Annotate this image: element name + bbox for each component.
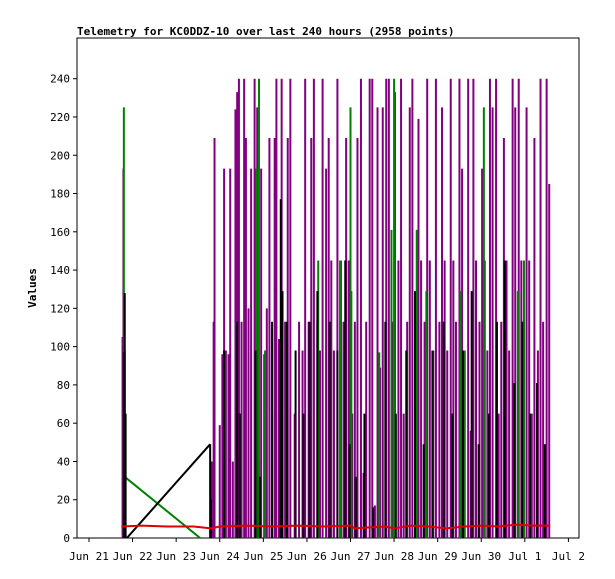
y-tick-label: 0 (63, 532, 70, 545)
y-tick-label: 20 (57, 494, 70, 507)
y-tick-label: 220 (50, 111, 70, 124)
y-tick-label: 160 (50, 226, 70, 239)
y-axis: 0 20 40 60 80 100 120 140 160 180 200 220 240 (50, 73, 77, 545)
x-tick-label: Jun 23 (156, 550, 196, 563)
x-tick-label: Jul 2 (552, 550, 585, 563)
chart-title: Telemetry for KC0DDZ-10 over last 240 ho… (77, 25, 455, 38)
series-2 (122, 199, 546, 539)
y-tick-label: 180 (50, 188, 70, 201)
plot-area (121, 78, 551, 539)
series-1 (122, 78, 525, 539)
x-tick-label: Jun 28 (374, 550, 414, 563)
series-line (121, 523, 551, 530)
x-tick-label: Jun 24 (200, 550, 240, 563)
y-tick-label: 100 (50, 341, 70, 354)
y-tick-label: 120 (50, 302, 70, 315)
x-tick-label: Jun 30 (461, 550, 501, 563)
y-tick-label: 60 (57, 417, 70, 430)
x-tick-label: Jul 1 (508, 550, 541, 563)
x-tick-label: Jun 21 (69, 550, 109, 563)
x-tick-label: Jun 27 (331, 550, 371, 563)
x-tick-label: Jun 29 (418, 550, 458, 563)
y-axis-label: Values (26, 268, 39, 308)
y-tick-label: 80 (57, 379, 70, 392)
y-tick-label: 40 (57, 455, 70, 468)
x-tick-label: Jun 26 (287, 550, 327, 563)
series-3 (121, 523, 551, 530)
series-0 (121, 78, 551, 538)
x-axis: Jun 21 Jun 22 Jun 23 Jun 24 Jun 25 Jun 26 Jun … (69, 538, 585, 563)
series-line (124, 476, 201, 539)
y-tick-label: 140 (50, 264, 70, 277)
y-tick-label: 240 (50, 73, 70, 86)
x-tick-label: Jun 25 (243, 550, 283, 563)
x-tick-label: Jun 22 (113, 550, 153, 563)
y-tick-label: 200 (50, 149, 70, 162)
series-line (126, 443, 211, 539)
